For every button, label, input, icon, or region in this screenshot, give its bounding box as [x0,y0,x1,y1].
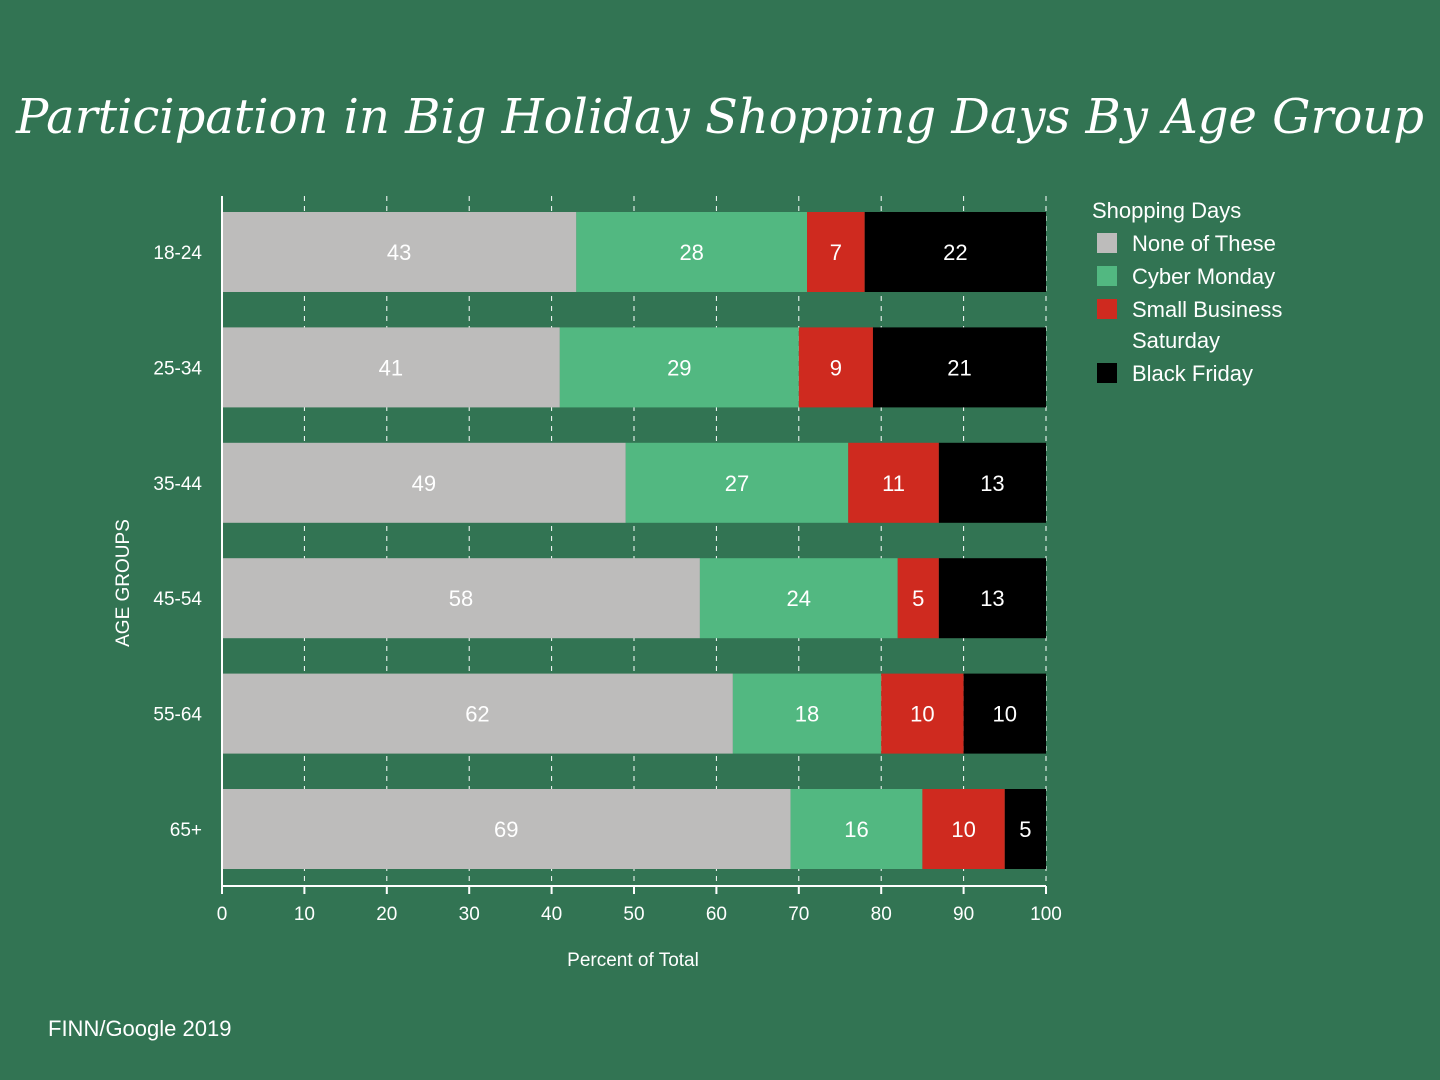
bar-segment [222,558,700,639]
data-label: 5 [912,586,924,611]
data-label: 29 [667,355,691,380]
bar-segment [576,212,808,292]
legend-label: Small Business [1132,297,1282,322]
x-tick-label: 20 [376,904,397,925]
x-axis-title: Percent of Total [567,950,699,971]
data-label: 22 [943,240,967,265]
bar-segment [864,212,1046,292]
data-label: 58 [449,586,473,611]
legend-swatch [1097,266,1117,286]
bars: 43 28 7 22 41 29 9 21 49 27 11 13 58 24 5 13 62 18 10 10 69 1… [222,212,1046,869]
data-label: 18 [795,702,819,727]
legend-label: Black Friday [1132,361,1253,386]
data-label: 13 [980,586,1004,611]
bar-segment [732,673,882,754]
legend-label: Cyber Monday [1132,264,1275,289]
source-note: FINN/Google 2019 [48,1016,231,1041]
data-label: 10 [951,817,975,842]
y-tick-label: 18-24 [153,243,202,264]
data-label: 62 [465,702,489,727]
x-tick-label: 70 [788,904,809,925]
data-label: 49 [412,471,436,496]
data-label: 27 [725,471,749,496]
bar-segment [922,789,1005,869]
grid [303,196,1047,886]
bar-segment [1004,789,1046,869]
bar-segment [625,442,849,523]
x-tick-label: 30 [459,904,480,925]
bar-segment [790,789,923,869]
legend-label: None of These [1132,231,1276,256]
bar-segment [222,327,560,408]
data-label: 7 [830,240,842,265]
bar-segment [222,442,626,523]
data-label: 28 [679,240,703,265]
data-label: 16 [844,817,868,842]
x-tick-label: 90 [953,904,974,925]
data-label: 21 [947,355,971,380]
bar-segment [938,442,1046,523]
x-tick-label: 0 [217,904,228,925]
y-tick-label: 25-34 [153,358,202,379]
legend-swatch [1097,299,1117,319]
y-tick-label: 55-64 [153,705,202,726]
bar-segment [938,558,1046,639]
data-label: 11 [882,471,905,496]
y-axis-title: AGE GROUPS [113,519,134,647]
bar-segment [881,673,964,754]
data-label: 69 [494,817,518,842]
legend-title: Shopping Days [1092,198,1241,223]
data-label: 41 [379,355,403,380]
data-label: 10 [993,702,1017,727]
bar-segment [897,558,939,639]
data-label: 9 [830,355,842,380]
x-tick-label: 100 [1030,904,1062,925]
y-tick-label: 45-54 [153,589,202,610]
bar-segment [559,327,799,408]
x-tick-label: 10 [294,904,315,925]
y-tick-label: 65+ [170,820,202,841]
bar-segment [222,789,791,869]
bar-segment [963,673,1046,754]
legend-swatch [1097,363,1117,383]
x-tick-label: 50 [623,904,644,925]
data-label: 10 [910,702,934,727]
legend: Shopping Days None of These Cyber Monday S… [1092,198,1282,386]
bar-segment [798,327,873,408]
y-tick-label: 35-44 [153,474,202,495]
bar-segment [872,327,1046,408]
data-label: 43 [387,240,411,265]
bar-segment [222,212,577,292]
chart-title: Participation in Big Holiday Shopping Da… [15,89,1424,145]
data-label: 13 [980,471,1004,496]
data-label: 24 [787,586,811,611]
bar-segment [222,673,733,754]
x-tick-label: 80 [871,904,892,925]
x-tick-label: 60 [706,904,727,925]
legend-label: Saturday [1132,328,1220,353]
bar-segment [848,442,939,523]
bar-segment [807,212,865,292]
axes: 0 10 20 30 40 50 60 70 80 90 100 18-24 25-34 35-44 45-… [153,196,1062,925]
x-tick-label: 40 [541,904,562,925]
legend-swatch [1097,233,1117,253]
bar-segment [699,558,898,639]
data-label: 5 [1019,817,1031,842]
